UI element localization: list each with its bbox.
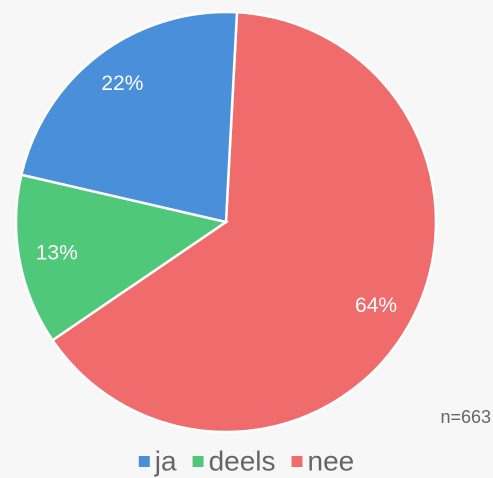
slice-label: 13% — [36, 241, 78, 264]
legend-label: nee — [308, 445, 355, 476]
annotation: n=663 — [440, 407, 491, 427]
pie-slice — [14, 173, 230, 342]
slice-label: 64% — [355, 294, 397, 317]
pie-slice — [50, 10, 438, 434]
pie-slice — [19, 10, 239, 224]
legend-label: ja — [154, 445, 177, 476]
legend-swatch — [192, 456, 204, 467]
legend-label: deels — [209, 445, 276, 476]
legend-swatch — [138, 456, 150, 467]
legend-swatch — [291, 456, 303, 467]
slice-label: 22% — [101, 72, 143, 95]
